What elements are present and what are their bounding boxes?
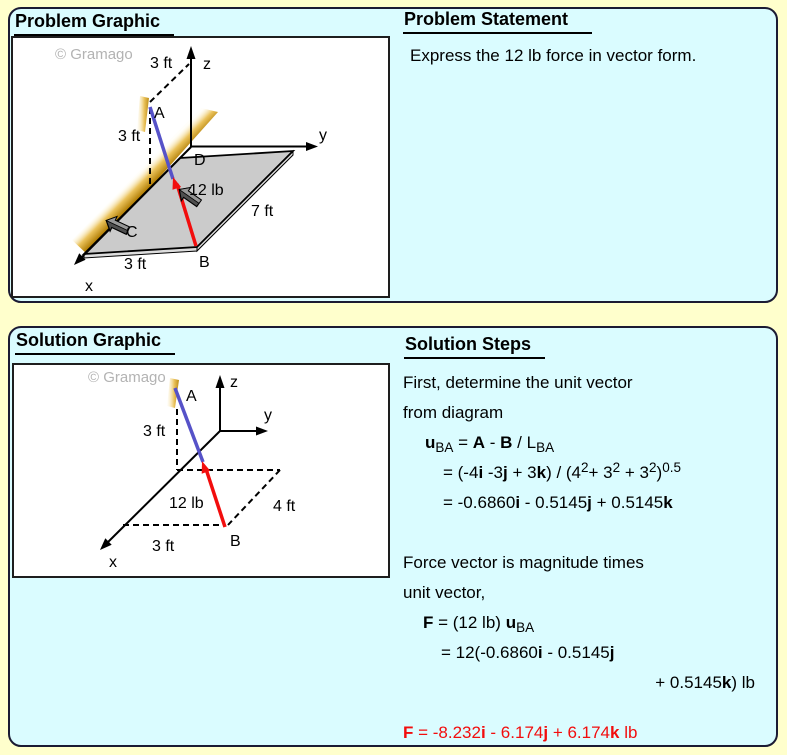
y-axis-arrow <box>256 426 268 436</box>
force-label: 12 lb <box>189 182 224 199</box>
step-line: = (-4i -3j + 3k) / (42+ 32 + 32)0.5 <box>443 460 681 482</box>
step-line: F = -8.232i - 6.174j + 6.174k lb <box>403 723 638 742</box>
solution-steps: Solution Steps First, determine the unit… <box>403 334 775 748</box>
step-line: unit vector, <box>403 583 486 602</box>
y-axis-arrow <box>306 142 318 151</box>
z-axis-arrow <box>186 46 196 59</box>
dashed-dims <box>149 63 190 188</box>
solution-steps-title: Solution Steps <box>404 334 545 359</box>
point-label-b: B <box>230 533 241 550</box>
gold-strip-a <box>137 96 149 132</box>
gold-strip-a <box>167 378 179 408</box>
axis-label-y: y <box>264 407 272 424</box>
watermark: © Gramago <box>88 369 166 386</box>
dim-label-top: 3 ft <box>150 55 173 72</box>
problem-diagram-box: © Gramago <box>11 36 390 298</box>
force-label: 12 lb <box>169 495 204 512</box>
step-line: uBA = A - B / LBA <box>425 433 555 455</box>
point-label-a: A <box>154 105 165 122</box>
step-line: = 12(-0.6860i - 0.5145j <box>441 643 615 662</box>
dash-top <box>149 63 190 103</box>
anchor-arrow-c <box>105 215 131 236</box>
axes <box>76 56 309 263</box>
step-line: First, determine the unit vector <box>403 373 633 392</box>
anchor-arrow-d <box>178 186 203 208</box>
point-label-a: A <box>186 388 197 405</box>
point-label-d: D <box>194 152 206 169</box>
axis-label-x: x <box>85 278 93 295</box>
point-label-c: C <box>126 224 138 241</box>
cable-line-ba <box>148 106 175 180</box>
dim-label-height: 3 ft <box>143 423 166 440</box>
force-arrow-head <box>201 461 211 474</box>
z-axis-arrow <box>215 375 225 388</box>
force-arrow-line <box>204 468 227 528</box>
dim-label-bottom: 3 ft <box>124 256 147 273</box>
dim-label-right: 7 ft <box>251 203 274 220</box>
force-arrow-head <box>172 177 182 190</box>
dash-right-edge <box>227 469 281 526</box>
problem-diagram: © Gramago <box>55 46 327 295</box>
axis-label-x: x <box>109 554 117 571</box>
problem-graphic-title: Problem Graphic <box>14 11 175 36</box>
axis-label-y: y <box>319 127 327 144</box>
step-line: F = (12 lb) uBA <box>423 613 535 635</box>
watermark: © Gramago <box>55 46 133 63</box>
step-line: Force vector is magnitude times <box>403 553 644 572</box>
cable-line-ba <box>173 387 205 463</box>
x-axis-line <box>102 430 221 548</box>
x-axis-arrow <box>74 253 86 265</box>
axes <box>102 385 259 548</box>
step-line: + 0.5145k) lb <box>655 673 755 692</box>
x-axis-line <box>76 146 192 263</box>
axis-label-z: z <box>230 374 238 391</box>
solution-diagram: © Gramago z y <box>88 369 296 571</box>
dashed-dims <box>123 409 281 526</box>
point-label-b: B <box>199 254 210 271</box>
solution-steps-lines: First, determine the unit vector from dia… <box>403 368 775 748</box>
dim-label-bottom: 3 ft <box>152 538 175 555</box>
dim-label-height: 3 ft <box>118 128 141 145</box>
problem-statement-text: Express the 12 lb force in vector form. <box>410 46 697 65</box>
step-line: from diagram <box>403 403 504 422</box>
solution-diagram-box: © Gramago z y <box>12 363 390 578</box>
step-line: = -0.6860i - 0.5145j + 0.5145k <box>443 493 673 512</box>
problem-statement-title: Problem Statement <box>403 9 593 34</box>
gold-wall-band <box>72 108 218 256</box>
solution-graphic-title: Solution Graphic <box>15 330 176 355</box>
axis-label-z: z <box>203 56 211 73</box>
x-axis-arrow <box>100 538 112 550</box>
dim-label-right: 4 ft <box>273 498 296 515</box>
